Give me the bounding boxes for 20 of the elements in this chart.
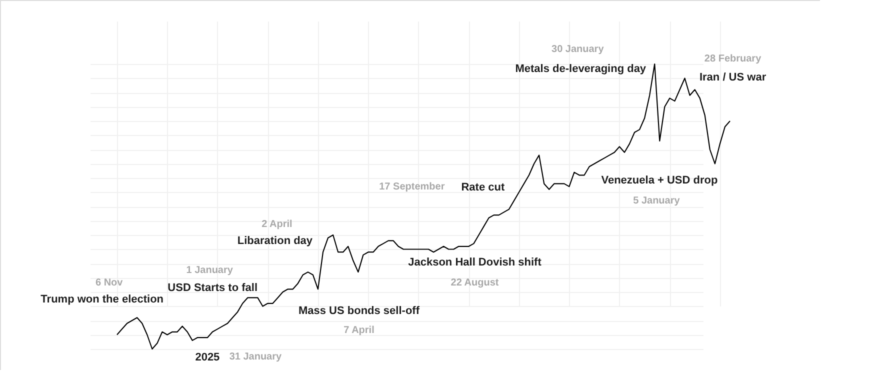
annotation: 7 April bbox=[344, 325, 375, 336]
annotation: 2 April bbox=[262, 218, 293, 230]
annotation: 6 Nov bbox=[95, 278, 124, 289]
annotation: Mass US bonds sell-off bbox=[298, 305, 420, 318]
annotation: Venezuela + USD drop bbox=[601, 174, 718, 187]
annotation: Jackson Hall Dovish shift bbox=[408, 256, 542, 269]
text: 31 January bbox=[229, 352, 282, 363]
annotation: Trump won the election bbox=[40, 294, 164, 306]
annotation: 22 August bbox=[450, 278, 500, 289]
annotation: Metals de-leveraging day bbox=[515, 63, 647, 75]
text: 30 January bbox=[552, 44, 604, 55]
annotation: 5 January bbox=[633, 196, 680, 207]
annotation: Libaration day bbox=[237, 234, 314, 247]
annotation: 28 February bbox=[704, 53, 762, 64]
annotation: 17 September bbox=[379, 181, 445, 192]
annotation: USD Starts to fall bbox=[168, 282, 258, 294]
annotation: Rate cut bbox=[461, 181, 505, 194]
annotation: Iran / US war bbox=[699, 71, 767, 84]
annotation: 1 January bbox=[186, 264, 234, 276]
text: 2025 bbox=[195, 352, 220, 364]
